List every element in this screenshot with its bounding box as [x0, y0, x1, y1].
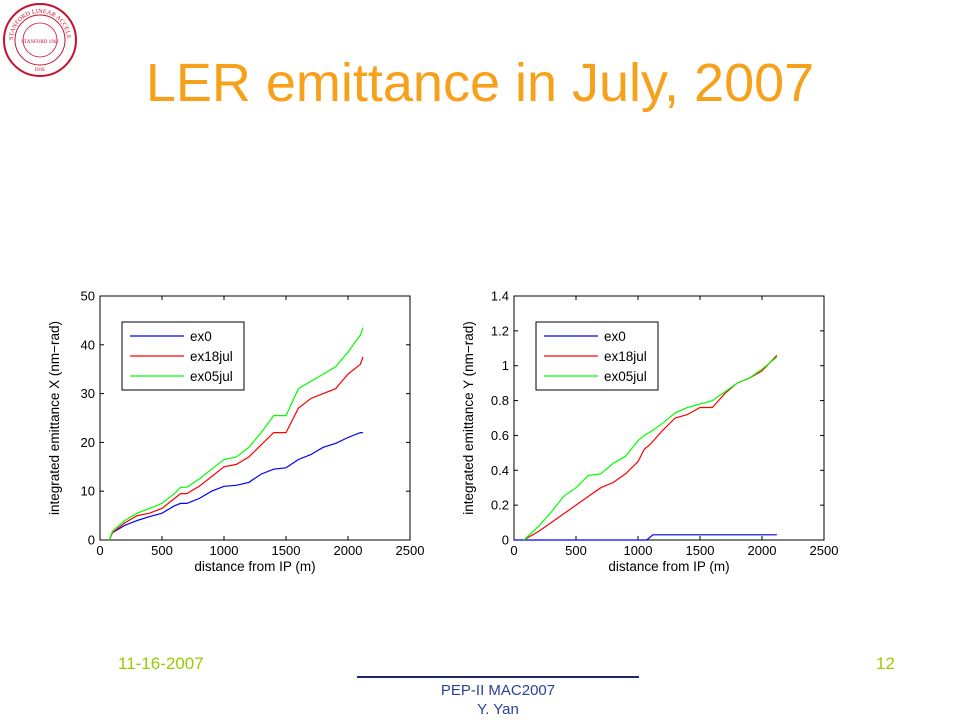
x-tick-label: 1500 [272, 543, 301, 558]
y-tick-label: 10 [81, 484, 95, 499]
x-tick-label: 500 [565, 543, 587, 558]
x-tick-label: 2000 [334, 543, 363, 558]
y-tick-label: 50 [81, 289, 95, 304]
x-tick-label: 2000 [748, 543, 777, 558]
series-line-ex18jul [523, 354, 778, 541]
y-tick-label: 20 [81, 435, 95, 450]
legend-label: ex0 [604, 329, 626, 344]
chart-emittance-y: 0 500 1000 1500 2000 2500 0 0.2 0.4 0.6 0.8 1 1.2 1.4… [460, 282, 860, 582]
x-tick-label: 0 [510, 543, 517, 558]
y-tick-label: 1 [502, 358, 509, 373]
chart-emittance-y-svg: 0 500 1000 1500 2000 2500 0 0.2 0.4 0.6 0.8 1 1.2 1.4… [461, 289, 839, 575]
y-axis-label: integrated emittance X (nm−rad) [47, 321, 62, 515]
x-axis-label: distance from IP (m) [194, 559, 315, 574]
series-line-ex18jul [108, 356, 364, 541]
x-tick-label: 2500 [810, 543, 839, 558]
x-axis-label: distance from IP (m) [608, 559, 729, 574]
chart-emittance-x: 0 500 1000 1500 2000 2500 0 10 20 30 40 50 distance … [46, 282, 446, 582]
slac-logo: STANFORD LINEAR ACCELERATOR CENTER STANF… [2, 2, 77, 77]
footer-date: 11-16-2007 [118, 654, 204, 673]
legend-label: ex18jul [190, 349, 233, 364]
y-tick-label: 0.4 [491, 463, 509, 478]
svg-text:STANFORD LINEAR ACCELERATOR CE: STANFORD LINEAR ACCELERATOR CENTER [2, 2, 72, 40]
y-tick-label: 1.2 [491, 323, 509, 338]
series-line-ex05jul [523, 356, 778, 541]
y-tick-label: 0.6 [491, 428, 509, 443]
series-line-ex05jul [108, 327, 364, 541]
y-tick-label: 0 [88, 533, 95, 548]
x-tick-label: 0 [96, 543, 103, 558]
series-line-ex0 [514, 534, 777, 541]
legend-label: ex05jul [604, 369, 647, 384]
logo-bottom-text: DOE [35, 68, 45, 73]
series-line-ex0 [108, 432, 363, 541]
footer-line-1: PEP-II MAC2007 [440, 682, 556, 699]
y-tick-label: 1.4 [491, 289, 509, 304]
x-tick-label: 2500 [396, 543, 425, 558]
x-tick-label: 1000 [210, 543, 239, 558]
x-tick-label: 1000 [624, 543, 653, 558]
logo-text: STANFORD LINEAR ACCELERATOR CENTER [2, 2, 72, 40]
chart-emittance-x-svg: 0 500 1000 1500 2000 2500 0 10 20 30 40 50 distance … [47, 289, 425, 575]
y-tick-label: 0.8 [491, 393, 509, 408]
y-tick-label: 0 [502, 533, 509, 548]
footer-line-2: Y. Yan [477, 701, 519, 718]
legend-label: ex0 [190, 329, 212, 344]
legend-label: ex05jul [190, 369, 233, 384]
footer-credit: PEP-II MAC2007 Y. Yan [357, 676, 639, 719]
logo-inner-text: STANFORD 1962 [21, 40, 59, 45]
x-tick-label: 1500 [686, 543, 715, 558]
slide-title: LER emittance in July, 2007 [145, 53, 815, 113]
y-tick-label: 40 [81, 337, 95, 352]
page-number: 12 [876, 654, 895, 673]
y-tick-label: 30 [81, 386, 95, 401]
y-axis-label: integrated emittance Y (nm−rad) [461, 321, 476, 514]
x-tick-label: 500 [151, 543, 173, 558]
y-tick-label: 0.2 [491, 498, 509, 513]
legend-label: ex18jul [604, 349, 647, 364]
